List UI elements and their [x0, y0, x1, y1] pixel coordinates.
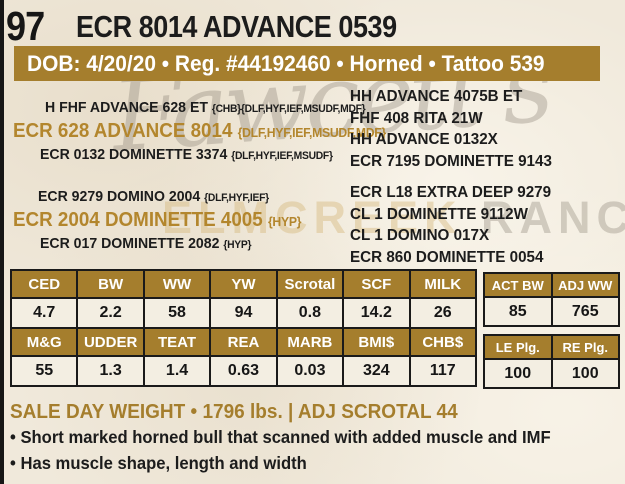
epd-header: MARB: [275, 327, 345, 357]
sale-day-weight-line: SALE DAY WEIGHT • 1796 lbs. | ADJ SCROTA…: [10, 401, 458, 423]
note-bullet: • Short marked horned bull that scanned …: [10, 427, 551, 447]
pedigree-ancestor: CL 1 DOMINO 017X: [350, 227, 490, 244]
epd-value: 94: [209, 297, 278, 329]
epd-header: TEAT: [142, 327, 212, 357]
epd-header-row: M&G UDDER TEAT REA MARB BMI$ CHB$: [9, 327, 478, 357]
pedigree-suffix: {DLF,HYF,IEF}: [204, 192, 269, 204]
epd-value: 0.8: [275, 297, 345, 329]
weights-value-row: 85 765: [483, 296, 620, 327]
epd-header: M&G: [9, 327, 79, 357]
pigment-header: RE Plg.: [550, 334, 620, 360]
epd-header: UDDER: [76, 327, 145, 357]
weights-header: ADJ WW: [550, 272, 620, 298]
pedigree-sire-granddam: ECR 0132 DOMINETTE 3374 {DLF,HYF,IEF,MSU…: [40, 146, 351, 163]
info-bar: DOB: 4/20/20 • Reg. #44192460 • Horned •…: [14, 46, 600, 81]
pedigree-suffix: {HYP}: [223, 239, 252, 251]
epd-value: 324: [342, 355, 411, 387]
pedigree-dam-ancestors: ECR L18 EXTRA DEEP 9279 CL 1 DOMINETTE 9…: [350, 182, 562, 268]
epd-value: 117: [408, 355, 478, 387]
pigment-header: LE Plg.: [483, 334, 553, 360]
pigment-table: LE Plg. RE Plg. 100 100: [483, 334, 620, 389]
note-bullet: • Has muscle shape, length and width: [10, 453, 307, 473]
pigment-value: 100: [483, 358, 553, 389]
pedigree-name: ECR 0132 DOMINETTE 3374: [40, 146, 228, 163]
pedigree-ancestor: HH ADVANCE 0132X: [350, 131, 498, 148]
pigment-value: 100: [550, 358, 620, 389]
epd-header: MILK: [408, 269, 478, 299]
pigment-value-row: 100 100: [483, 358, 620, 389]
weights-header: ACT BW: [483, 272, 553, 298]
pedigree-name: ECR 9279 DOMINO 2004: [38, 188, 201, 205]
weights-table: ACT BW ADJ WW 85 765: [483, 272, 620, 327]
epd-value: 0.63: [209, 355, 278, 387]
epd-value: 1.3: [76, 355, 145, 387]
epd-header: SCF: [342, 269, 411, 299]
epd-header: BW: [76, 269, 145, 299]
weights-value: 765: [550, 296, 620, 327]
pedigree-dam: ECR 2004 DOMINETTE 4005 {HYP}: [13, 209, 320, 232]
epd-value: 14.2: [342, 297, 411, 329]
epd-value-row: 55 1.3 1.4 0.63 0.03 324 117: [9, 355, 478, 387]
pedigree-ancestor: FHF 408 RITA 21W: [350, 109, 483, 127]
watermark-elmcreek: ELMCREEK: [162, 192, 463, 243]
pedigree-suffix: {DLF,HYF,IEF,MSUDF,MDF}: [237, 125, 387, 140]
epd-value: 1.4: [142, 355, 212, 387]
epd-header-row: CED BW WW YW Scrotal SCF MILK: [9, 269, 478, 299]
epd-header: CED: [9, 269, 79, 299]
pedigree-sire-ancestors: HH ADVANCE 4075B ET FHF 408 RITA 21W HH …: [350, 86, 563, 172]
pedigree-ancestor: HH ADVANCE 4075B ET: [350, 88, 523, 105]
pedigree-name: H FHF ADVANCE 628 ET: [45, 99, 208, 116]
epd-value: 4.7: [9, 297, 79, 329]
watermark-ranch-name: ELMCREEK RANCH: [162, 192, 625, 244]
weights-header-row: ACT BW ADJ WW: [483, 272, 620, 298]
pedigree-name: ECR 017 DOMINETTE 2082: [40, 235, 220, 252]
pedigree-dam-granddam: ECR 017 DOMINETTE 2082 {HYP}: [40, 235, 265, 252]
epd-value-row: 4.7 2.2 58 94 0.8 14.2 26: [9, 297, 478, 329]
pedigree-name: ECR 2004 DOMINETTE 4005: [13, 209, 263, 231]
animal-title: ECR 8014 ADVANCE 0539: [76, 9, 397, 44]
pedigree-ancestor: CL 1 DOMINETTE 9112W: [350, 205, 528, 223]
pedigree-ancestor: ECR L18 EXTRA DEEP 9279: [350, 184, 552, 201]
info-bar-text: DOB: 4/20/20 • Reg. #44192460 • Horned •…: [27, 51, 545, 76]
pedigree-ancestor: ECR 860 DOMINETTE 0054: [350, 248, 544, 266]
left-page-rule: [0, 0, 4, 484]
epd-value: 58: [142, 297, 212, 329]
lot-number: 97: [6, 3, 45, 49]
epd-header: CHB$: [408, 327, 478, 357]
epd-table: CED BW WW YW Scrotal SCF MILK 4.7 2.2 58…: [9, 269, 478, 387]
watermark-ranch: RANCH: [481, 192, 625, 243]
pedigree-sire: ECR 628 ADVANCE 8014 {DLF,HYF,IEF,MSUDF,…: [13, 120, 410, 143]
weights-value: 85: [483, 296, 553, 327]
epd-header: YW: [209, 269, 278, 299]
epd-value: 2.2: [76, 297, 145, 329]
pedigree-suffix: {DLF,HYF,IEF,MSUDF}: [231, 150, 333, 162]
pedigree-dam-grandsire: ECR 9279 DOMINO 2004 {DLF,HYF,IEF}: [38, 188, 284, 205]
epd-header: REA: [209, 327, 278, 357]
pedigree-name: ECR 628 ADVANCE 8014: [13, 120, 233, 142]
pedigree-suffix: {CHB}{DLF,HYF,IEF,MSUDF,MDF}: [211, 103, 366, 115]
epd-value: 26: [408, 297, 478, 329]
epd-header: BMI$: [342, 327, 411, 357]
epd-header: Scrotal: [275, 269, 345, 299]
pigment-header-row: LE Plg. RE Plg.: [483, 334, 620, 360]
epd-header: WW: [142, 269, 212, 299]
epd-value: 55: [9, 355, 79, 387]
pedigree-ancestor: ECR 7195 DOMINETTE 9143: [350, 152, 552, 170]
pedigree-suffix: {HYP}: [267, 214, 302, 229]
epd-value: 0.03: [275, 355, 345, 387]
pedigree-sire-grandsire: H FHF ADVANCE 628 ET {CHB}{DLF,HYF,IEF,M…: [45, 99, 386, 116]
